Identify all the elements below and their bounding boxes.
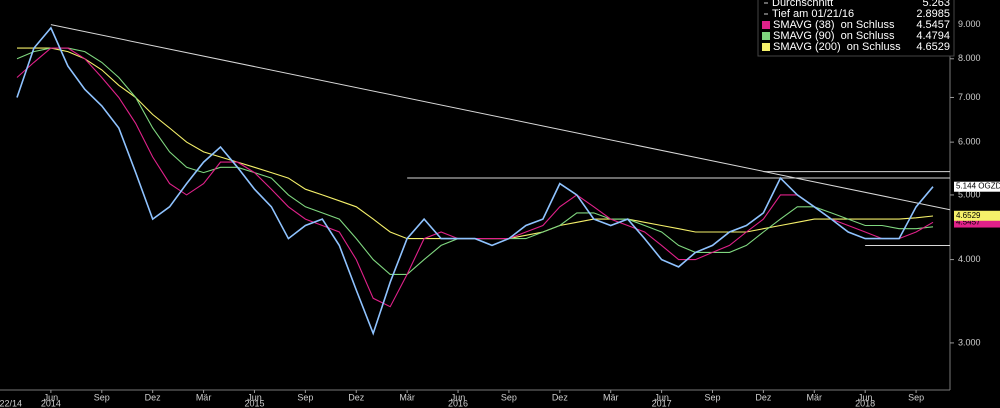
value-tag bbox=[954, 210, 1000, 221]
x-tick-label: Jun bbox=[44, 392, 59, 402]
legend-swatch bbox=[762, 21, 770, 29]
y-tick-label: 6.000 bbox=[958, 137, 981, 147]
x-tick-label: Sep bbox=[704, 392, 720, 402]
legend-swatch bbox=[762, 43, 770, 51]
year-label: 2018 bbox=[855, 398, 875, 408]
x-tick-label: Dez bbox=[145, 392, 162, 402]
x-tick-label: Mär bbox=[399, 392, 415, 402]
legend-box bbox=[757, 0, 955, 57]
value-tag-part: OGZD bbox=[978, 182, 1000, 191]
x-tick-label: Sep bbox=[297, 392, 313, 402]
legend-value: 4.5457 bbox=[916, 19, 950, 31]
legend-swatch bbox=[762, 32, 770, 40]
y-tick-label: 8.000 bbox=[958, 53, 981, 63]
x-tick-label: Jun bbox=[247, 392, 262, 402]
value-tag-part: 4.5457 bbox=[956, 218, 981, 227]
legend-value: 4.6529 bbox=[916, 41, 950, 53]
legend-value: 2.8985 bbox=[916, 8, 950, 20]
legend-label: Tief am 01/21/16 bbox=[772, 8, 854, 20]
value-tag bbox=[954, 181, 1000, 192]
y-tick-label: 7.000 bbox=[958, 92, 981, 102]
value-tag-part: 5.144 bbox=[956, 182, 977, 191]
x-tick-label: Mär bbox=[603, 392, 619, 402]
legend-value: 4.4794 bbox=[916, 30, 950, 42]
year-label: 2015 bbox=[244, 398, 264, 408]
value-tag-part: 4.6529 bbox=[956, 211, 981, 220]
year-label: 2017 bbox=[652, 398, 672, 408]
x-tick-label: Jun bbox=[654, 392, 669, 402]
x-tick-label: Dez bbox=[552, 392, 569, 402]
x-tick-label: Dez bbox=[348, 392, 365, 402]
x-tick-label: Sep bbox=[908, 392, 924, 402]
y-tick-label: 5.000 bbox=[958, 189, 981, 199]
year-label: 2014 bbox=[41, 398, 61, 408]
y-tick-label: 9.000 bbox=[958, 19, 981, 29]
value-tag bbox=[954, 217, 1000, 228]
trendline bbox=[50, 24, 951, 211]
start-date: 4/22/14 bbox=[0, 398, 22, 408]
value-tag-label: 4.6529 bbox=[956, 211, 981, 220]
x-tick-label: Jun bbox=[451, 392, 466, 402]
legend-label: Durchschnitt bbox=[772, 0, 833, 9]
x-tick-label: Mär bbox=[196, 392, 212, 402]
value-tag-label: 5.144 OGZD bbox=[956, 182, 1000, 191]
legend-label: SMAVG (38) on Schluss bbox=[773, 19, 895, 31]
x-tick-label: Dez bbox=[755, 392, 772, 402]
y-tick-label: 3.000 bbox=[958, 337, 981, 347]
x-tick-label: Mär bbox=[807, 392, 823, 402]
value-tag-label: 4.5457 bbox=[956, 218, 981, 227]
legend-label: SMAVG (200) on Schluss bbox=[773, 41, 901, 53]
x-tick-label: Jun bbox=[858, 392, 873, 402]
series-line bbox=[16, 26, 934, 336]
legend: Durchschnitt 5.263 Tief am 01/21/16 2.8985 S… bbox=[757, 0, 955, 57]
legend-value: 5.263 bbox=[922, 0, 950, 9]
x-tick-label: Sep bbox=[501, 392, 517, 402]
x-tick-label: Sep bbox=[94, 392, 110, 402]
year-label: 2016 bbox=[448, 398, 468, 408]
y-tick-label: 4.000 bbox=[958, 254, 981, 264]
legend-label: SMAVG (90) on Schluss bbox=[773, 30, 895, 42]
